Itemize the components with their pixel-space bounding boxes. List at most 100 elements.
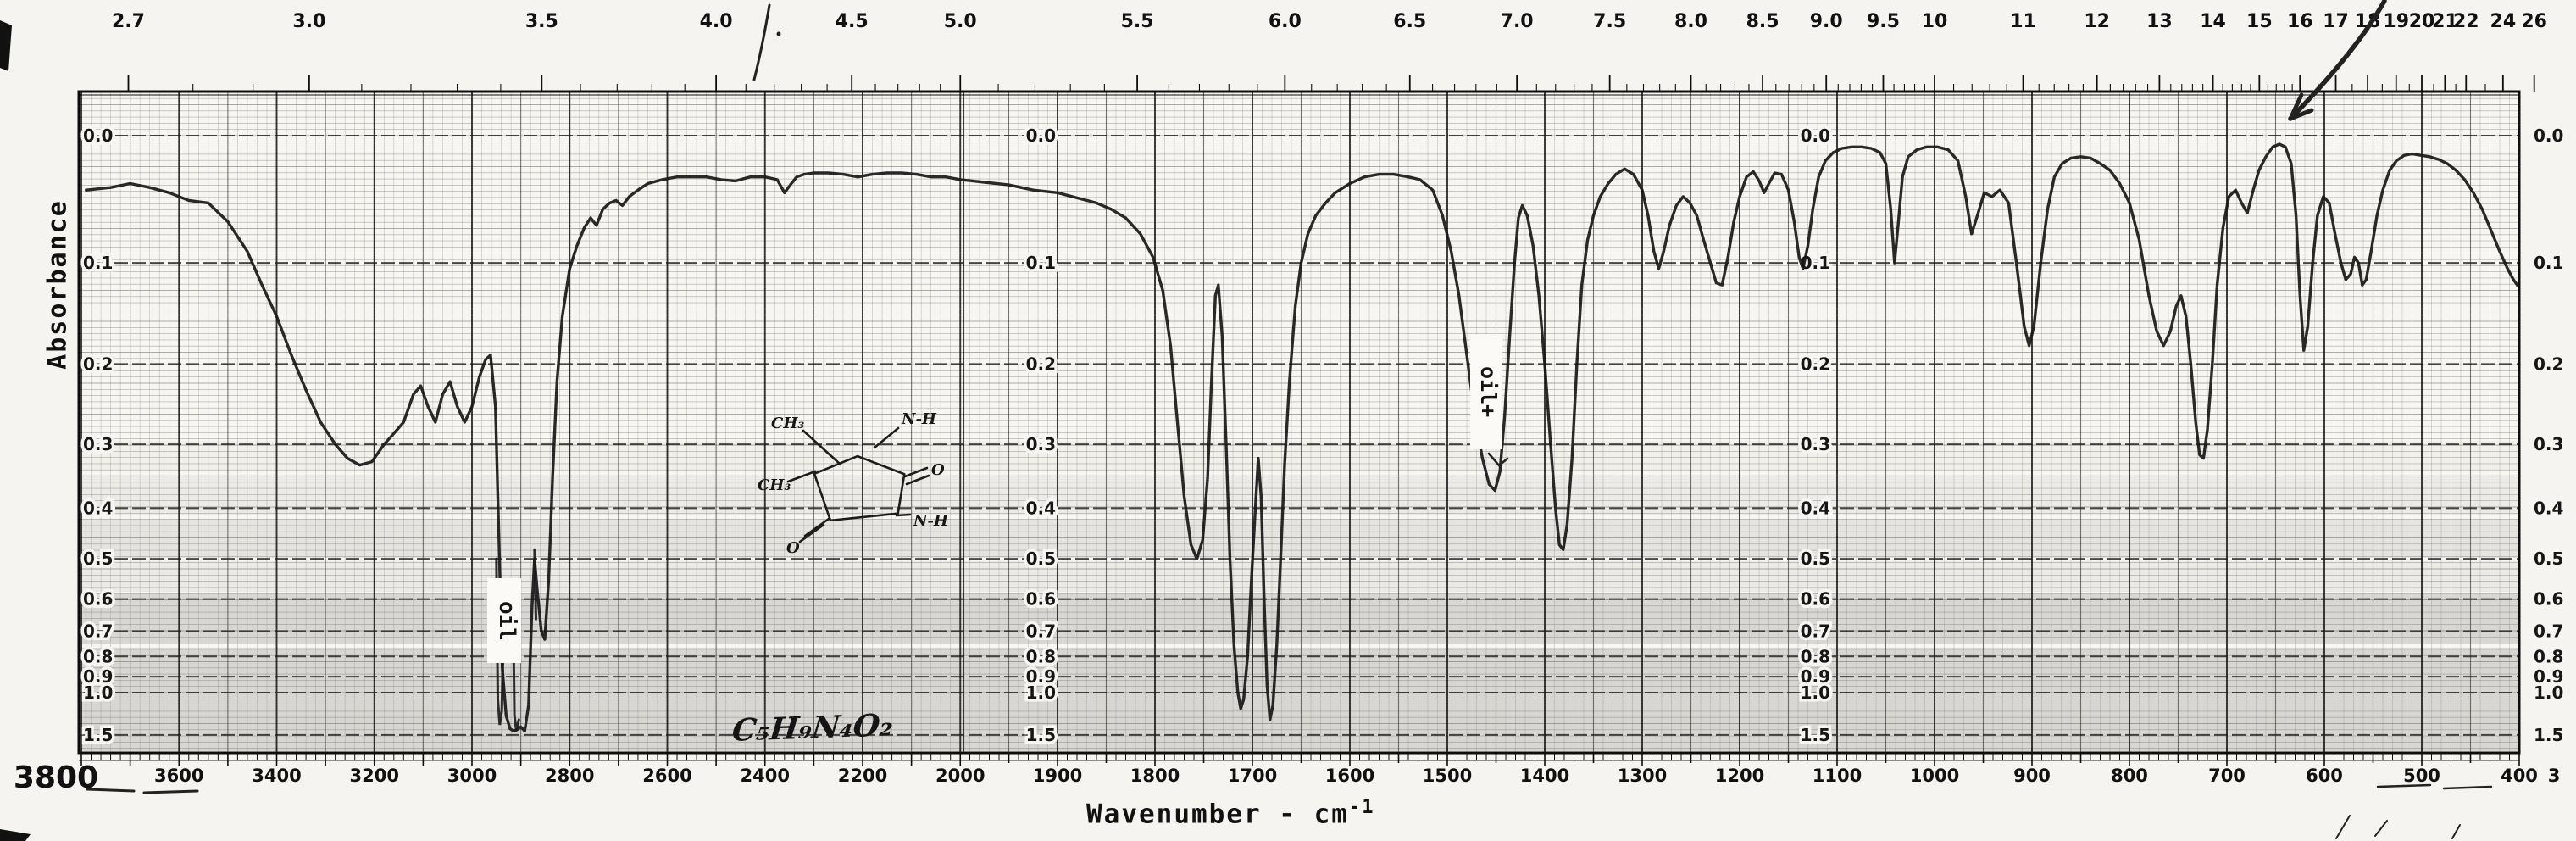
y-tick-label: 0.0 [2534, 125, 2563, 146]
y-tick-label: 0.1 [1026, 253, 1056, 273]
y-tick-label: 0.4 [2534, 498, 2563, 518]
y-tick-label: 0.1 [2534, 253, 2563, 273]
y-tick-label: 0.8 [2534, 646, 2563, 666]
top-tick-label: 8.0 [1674, 11, 1707, 32]
top-tick-label: 9.5 [1867, 11, 1900, 32]
y-tick-label: 0.9 [83, 666, 113, 687]
x-tick-label: 1200 [1715, 766, 1764, 786]
y-tick-label: 0.7 [83, 621, 113, 641]
x-tick-label: 1800 [1130, 766, 1180, 786]
top-tick-label: 5.0 [944, 11, 977, 32]
annotation-oil-1450-band: oil+ [1472, 336, 1501, 448]
photocopy-streak [79, 475, 2519, 515]
y-tick-label: 0.5 [83, 549, 113, 569]
top-tick-label: 19 [2383, 11, 2409, 32]
y-tick-label: 0.4 [1026, 498, 1056, 518]
svg-text:N-H: N-H [901, 410, 937, 428]
y-tick-label: 0.6 [1026, 589, 1056, 610]
y-tick-label: 0.7 [2534, 621, 2563, 641]
y-tick-label: 1.0 [2534, 682, 2563, 703]
photocopy-streak [79, 561, 2519, 592]
x-tick-label: 2000 [935, 766, 985, 786]
x-tick-label: 1600 [1325, 766, 1374, 786]
top-tick-label: 14 [2200, 11, 2226, 32]
x-tick-label: 1500 [1423, 766, 1472, 786]
y-tick-label: 0.3 [2534, 434, 2563, 454]
y-tick-label: 0.8 [1801, 646, 1830, 666]
x-tick-label: 3400 [252, 766, 301, 786]
top-tick-label: 2.7 [112, 11, 145, 32]
top-tick-label: 6.5 [1393, 11, 1426, 32]
y-tick-label: 0.5 [1026, 549, 1056, 569]
y-tick-label: 0.0 [83, 125, 113, 146]
top-tick-label: 10 [1922, 11, 1948, 32]
y-tick-label: 0.6 [1801, 589, 1830, 610]
top-tick-label: 8.5 [1746, 11, 1779, 32]
top-tick-label: 20 [2409, 11, 2435, 32]
x-axis-title: Wavenumber - cm-1 [1086, 797, 1375, 830]
y-tick-label: 0.8 [1026, 646, 1056, 666]
pen-underline-400 [2376, 783, 2493, 790]
y-tick-label: 0.0 [1026, 125, 1056, 146]
x-tick-label: 3200 [350, 766, 399, 786]
y-tick-label: 0.9 [2534, 666, 2563, 687]
y-tick-label: 0.3 [1801, 434, 1830, 454]
top-tick-label: 6.0 [1269, 11, 1302, 32]
x-tick-label: 1700 [1228, 766, 1277, 786]
x-tick-label: 2800 [545, 766, 594, 786]
svg-text:O: O [786, 539, 800, 557]
pen-dot [776, 31, 781, 36]
top-tick-label: 22 [2453, 11, 2479, 32]
pen-arrowhead [2288, 92, 2314, 121]
top-tick-label: 21 [2432, 11, 2458, 32]
y-tick-label: 0.4 [83, 498, 113, 518]
x-tick-label: 900 [2013, 766, 2051, 786]
x-axis-exponent: -1 [1348, 797, 1375, 818]
y-tick-label: 1.5 [1026, 725, 1056, 745]
pen-arrowhead-1450 [1487, 452, 1509, 467]
y-tick-label: 1.5 [1801, 725, 1830, 745]
top-tick-label: 24 [2490, 11, 2517, 32]
x-tick-label: 1900 [1033, 766, 1082, 786]
x-tick-label: 2200 [838, 766, 887, 786]
x-tick-label: 800 [2111, 766, 2148, 786]
y-tick-label: 0.9 [1026, 666, 1056, 687]
y-tick-label: 1.5 [2534, 725, 2563, 745]
top-tick-label: 11 [2010, 11, 2036, 32]
photocopy-streak [79, 648, 2519, 751]
y-tick-label: 0.5 [1801, 549, 1830, 569]
y-tick-label: 1.5 [83, 725, 113, 745]
top-tick-label: 15 [2246, 11, 2273, 32]
x-tick-label: 1300 [1618, 766, 1667, 786]
top-tick-label: 9.0 [1810, 11, 1843, 32]
y-tick-label: 0.3 [1026, 434, 1056, 454]
x-tick-label: 2600 [642, 766, 691, 786]
y-axis-title: Absorbance [42, 199, 73, 370]
x-tick-label: 2400 [741, 766, 790, 786]
top-tick-label: 4.0 [700, 11, 733, 32]
y-tick-label: 0.6 [2534, 589, 2563, 610]
structure-sketch: CH₃ N-H O N-H O CH₃ [758, 410, 949, 557]
y-tick-label: 0.2 [2534, 354, 2563, 374]
pen-slash-top [752, 3, 771, 81]
x-tick-label: 1100 [1813, 766, 1862, 786]
top-tick-label: 4.5 [836, 11, 869, 32]
svg-text:O: O [931, 461, 945, 479]
y-tick-label: 1.0 [1026, 682, 1056, 703]
x-tick-label: 400 [2501, 766, 2538, 786]
y-tick-label: 1.0 [1801, 682, 1830, 703]
pen-scratches-bottom-right [2335, 815, 2461, 839]
y-tick-label: 0.8 [83, 646, 113, 666]
svg-text:CH₃: CH₃ [771, 415, 804, 432]
x-tick-label: 3600 [154, 766, 203, 786]
x-tick-label: 3800 [14, 760, 98, 795]
y-tick-label: 0.2 [1026, 354, 1056, 374]
photocopy-streak [79, 593, 2519, 644]
y-tick-label: 1.0 [83, 682, 113, 703]
y-tick-label: 0.6 [83, 589, 113, 610]
x-tick-label: 600 [2306, 766, 2343, 786]
x-tick-label: 1000 [1910, 766, 1959, 786]
y-tick-label: 0.1 [83, 253, 113, 273]
